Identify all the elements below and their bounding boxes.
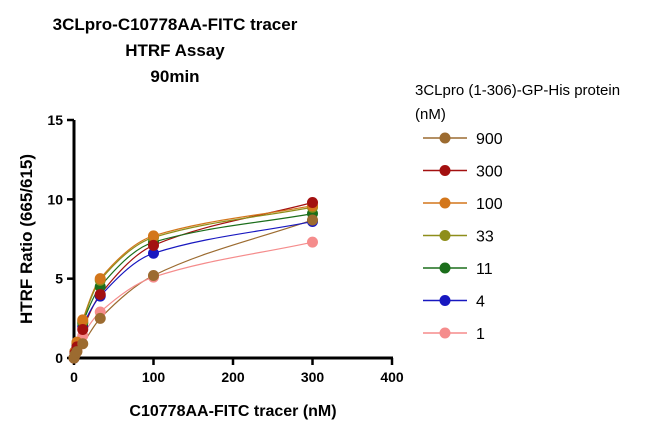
x-tick-label: 0 — [70, 369, 78, 385]
x-tick-label: 200 — [221, 369, 245, 385]
legend-title-line2: (nM) — [415, 106, 446, 123]
data-point-900 — [77, 338, 89, 350]
y-axis-label: HTRF Ratio (665/615) — [17, 154, 36, 324]
chart-title-line1: 3CLpro-C10778AA-FITC tracer — [53, 15, 298, 34]
data-point-900 — [148, 269, 159, 281]
data-point-100 — [94, 273, 106, 285]
legend-label-11: 11 — [476, 261, 493, 278]
y-tick-label: 15 — [47, 112, 63, 128]
legend-label-33: 33 — [476, 229, 494, 246]
fit-curve-900 — [73, 219, 313, 359]
fit-curve-100 — [73, 205, 313, 359]
data-point-300 — [94, 289, 106, 301]
data-point-100 — [77, 314, 89, 326]
legend-marker-11 — [439, 262, 451, 274]
data-point-900 — [94, 312, 106, 324]
legend-label-1: 1 — [476, 326, 485, 343]
x-axis-label: C10778AA-FITC tracer (nM) — [129, 403, 336, 420]
chart-title-line2: HTRF Assay — [125, 41, 225, 60]
y-tick-label: 0 — [55, 350, 63, 366]
x-tick-label: 400 — [380, 369, 404, 385]
y-tick-label: 5 — [55, 271, 63, 287]
data-point-900 — [307, 214, 318, 226]
chart-title-line3: 90min — [150, 67, 199, 86]
fit-curve-4 — [73, 220, 313, 359]
y-tick-label: 10 — [47, 191, 63, 207]
fit-curve-1 — [73, 241, 313, 359]
legend-label-100: 100 — [476, 196, 503, 213]
legend-marker-33 — [439, 230, 451, 241]
legend-label-4: 4 — [476, 294, 485, 311]
x-tick-label: 300 — [301, 369, 325, 385]
legend-marker-300 — [439, 165, 451, 176]
data-point-1 — [307, 236, 318, 248]
legend-marker-900 — [439, 132, 451, 144]
legend-label-300: 300 — [476, 164, 503, 181]
x-tick-label: 100 — [142, 369, 166, 385]
legend-title-line1: 3CLpro (1-306)-GP-His protein — [415, 82, 620, 99]
legend-marker-1 — [439, 327, 451, 339]
legend-marker-4 — [439, 295, 451, 306]
data-point-100 — [148, 230, 159, 242]
data-point-900 — [71, 346, 83, 358]
data-point-300 — [148, 239, 159, 251]
data-point-300 — [307, 197, 318, 209]
legend-label-900: 900 — [476, 131, 503, 148]
legend-marker-100 — [439, 197, 451, 209]
data-point-300 — [77, 323, 89, 335]
data-point-4 — [148, 247, 159, 259]
